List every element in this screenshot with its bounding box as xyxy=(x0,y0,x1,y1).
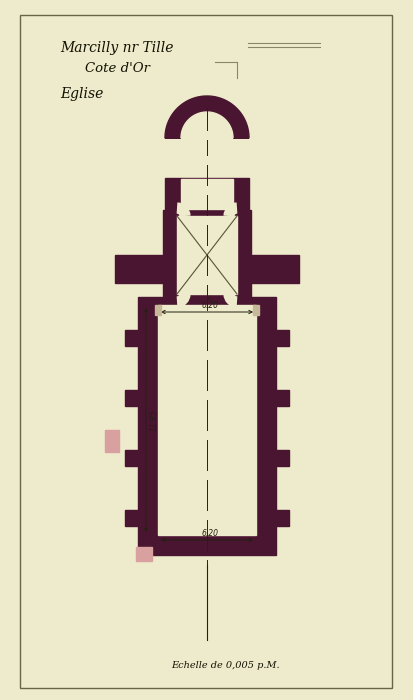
Bar xyxy=(275,510,288,526)
Text: .15: .15 xyxy=(209,230,214,240)
Bar xyxy=(138,297,275,555)
Bar xyxy=(158,305,255,535)
Text: Eglise: Eglise xyxy=(60,87,103,101)
Bar xyxy=(250,255,298,283)
Bar xyxy=(125,390,138,406)
Bar xyxy=(115,255,163,283)
Bar xyxy=(125,450,138,466)
Text: 6.20: 6.20 xyxy=(201,301,218,310)
Polygon shape xyxy=(165,96,248,138)
Bar xyxy=(105,430,119,452)
Text: 6.20: 6.20 xyxy=(201,529,218,538)
Bar xyxy=(180,179,233,209)
Bar xyxy=(20,15,391,688)
Text: 3.35: 3.35 xyxy=(214,116,223,134)
Bar xyxy=(163,210,250,300)
Bar xyxy=(136,547,152,561)
Bar xyxy=(275,450,288,466)
Bar xyxy=(154,305,161,315)
Bar xyxy=(125,510,138,526)
Text: 3.58: 3.58 xyxy=(206,266,223,275)
Bar xyxy=(165,178,248,210)
Bar xyxy=(252,305,259,315)
Bar xyxy=(125,330,138,346)
Text: 11.85: 11.85 xyxy=(150,409,159,431)
Text: 3.15: 3.15 xyxy=(206,181,223,190)
Bar xyxy=(275,330,288,346)
Text: .75: .75 xyxy=(209,291,214,301)
Bar xyxy=(177,216,236,294)
Text: Echelle de 0,005 p.M.: Echelle de 0,005 p.M. xyxy=(171,661,279,670)
Text: Marcilly nr Tille: Marcilly nr Tille xyxy=(60,41,173,55)
Bar xyxy=(275,390,288,406)
Polygon shape xyxy=(180,112,233,138)
Text: Cote d'Or: Cote d'Or xyxy=(85,62,150,75)
